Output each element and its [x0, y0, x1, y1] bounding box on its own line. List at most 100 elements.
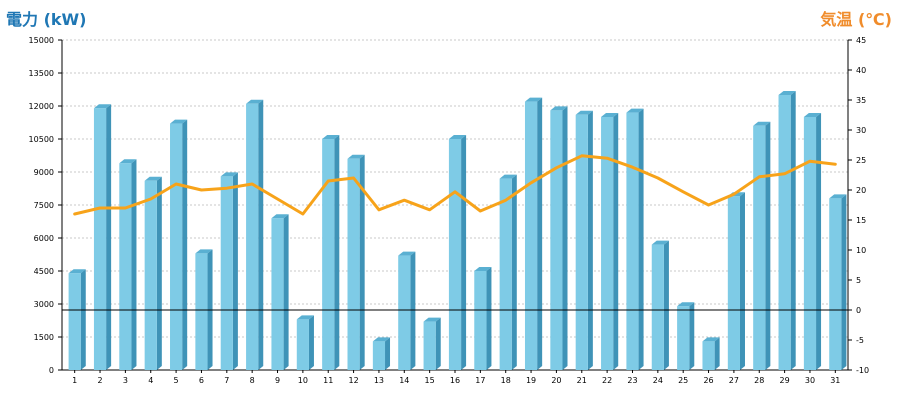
bar-top	[347, 154, 365, 159]
x-axis-tick-label: 22	[602, 376, 612, 385]
left-axis-tick-label: 12000	[29, 102, 54, 111]
bar-side	[385, 337, 391, 370]
left-axis-tick-label: 4500	[34, 267, 54, 276]
bar-top	[550, 106, 568, 111]
bar-side	[258, 99, 264, 371]
bar-top	[829, 194, 847, 199]
bar-top	[296, 315, 314, 320]
x-axis-tick-label: 11	[323, 376, 333, 385]
bar	[550, 110, 563, 371]
right-axis-tick-label: 45	[856, 36, 866, 45]
x-axis-tick-label: 12	[348, 376, 358, 385]
left-axis-tick-label: 6000	[34, 234, 54, 243]
bar-top	[246, 99, 264, 104]
right-axis-tick-label: 0	[856, 306, 861, 315]
bar-side	[689, 302, 695, 370]
x-axis-tick-label: 27	[729, 376, 739, 385]
bar-side	[739, 192, 745, 370]
x-axis-tick-label: 10	[298, 376, 308, 385]
x-axis-tick-label: 23	[627, 376, 637, 385]
bar-top	[68, 269, 86, 274]
bar	[93, 108, 107, 370]
right-axis-tick-label: 25	[856, 156, 866, 165]
x-axis-tick-label: 19	[526, 376, 536, 385]
bar-side	[537, 97, 543, 370]
bar-side	[841, 194, 847, 370]
bar-top	[803, 113, 822, 117]
x-axis-tick-label: 9	[275, 376, 280, 385]
x-axis-tick-label: 15	[425, 376, 435, 385]
bar	[803, 117, 817, 370]
x-axis-tick-label: 4	[148, 376, 153, 385]
bar	[753, 125, 766, 370]
x-axis-tick-label: 18	[501, 376, 511, 385]
left-axis-tick-label: 15000	[29, 36, 54, 45]
bar-side	[663, 240, 669, 370]
bar-top	[677, 302, 695, 307]
bar	[778, 95, 791, 370]
bar-side	[80, 269, 86, 370]
bar-side	[638, 108, 644, 370]
bar	[448, 139, 462, 370]
bar-top	[93, 104, 112, 109]
x-axis-tick-label: 28	[754, 376, 764, 385]
right-axis-tick-label: 15	[856, 216, 866, 225]
bar-side	[790, 91, 796, 370]
bar-top	[170, 119, 188, 124]
left-axis-tick-label: 9000	[34, 168, 54, 177]
left-axis-tick-label: 3000	[34, 300, 54, 309]
x-axis-tick-label: 13	[374, 376, 384, 385]
right-axis-title: 気温 (℃)	[820, 10, 892, 29]
bar-side	[131, 159, 137, 370]
bar	[499, 178, 512, 370]
bar	[170, 123, 183, 370]
bar	[68, 273, 81, 370]
bar	[601, 117, 614, 370]
bar	[829, 198, 842, 370]
x-axis-tick-label: 6	[199, 376, 204, 385]
bar	[423, 321, 436, 370]
x-axis-tick-label: 1	[72, 376, 77, 385]
bar-side	[106, 104, 112, 370]
x-axis-tick-label: 7	[224, 376, 229, 385]
right-axis-tick-label: 10	[856, 246, 866, 255]
bar	[322, 139, 335, 370]
x-axis-tick-label: 5	[174, 376, 179, 385]
bar-top	[601, 113, 619, 117]
x-axis-tick-label: 29	[780, 376, 790, 385]
left-axis-title: 電力 (kW)	[6, 10, 87, 29]
right-axis-tick-label: 20	[856, 186, 866, 195]
bar-side	[283, 214, 289, 370]
bar-top	[322, 135, 340, 139]
bar-side	[714, 337, 720, 370]
bar-top	[271, 214, 289, 219]
bar-side	[486, 267, 492, 370]
bar	[727, 196, 740, 370]
bar-top	[524, 97, 543, 102]
temperature-line	[73, 154, 837, 216]
right-axis-tick-label: -10	[856, 366, 869, 375]
right-axis-tick-label: -5	[856, 336, 864, 345]
bar-side	[587, 110, 593, 371]
x-axis-tick-label: 31	[830, 376, 840, 385]
bar-top	[448, 135, 467, 139]
bar-top	[474, 267, 492, 271]
bar-side	[308, 315, 314, 370]
bar-side	[765, 121, 771, 370]
left-axis-tick-label: 0	[49, 366, 54, 375]
x-axis-tick-label: 26	[703, 376, 713, 385]
bar-side	[435, 317, 441, 370]
bar	[651, 244, 664, 370]
left-axis-tick-label: 13500	[29, 69, 54, 78]
x-axis-tick-label: 14	[399, 376, 409, 385]
bar-side	[232, 172, 238, 370]
x-axis-tick-label: 17	[475, 376, 485, 385]
left-axis-tick-label: 10500	[29, 135, 54, 144]
bar-top	[702, 337, 720, 342]
bar	[524, 101, 538, 370]
bar	[702, 341, 715, 370]
left-axis-tick-label: 1500	[34, 333, 54, 342]
x-axis-tick-label: 30	[805, 376, 815, 385]
right-axis-tick-label: 5	[856, 276, 861, 285]
